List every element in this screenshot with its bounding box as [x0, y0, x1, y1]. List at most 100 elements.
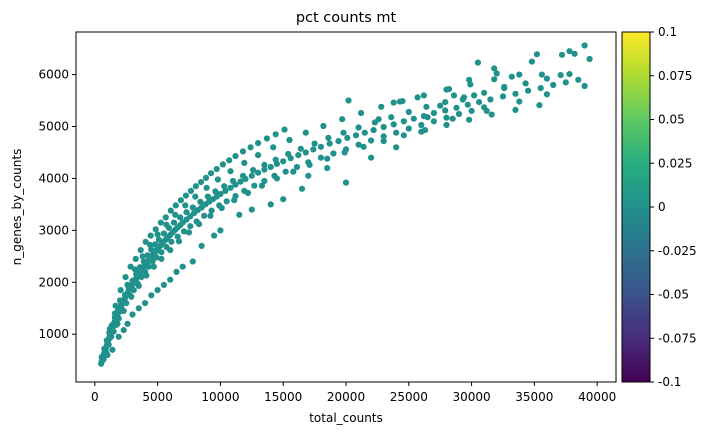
data-point: [197, 179, 205, 186]
data-point: [222, 187, 229, 194]
x-tick-label: 30000: [452, 390, 490, 404]
x-tick-label: 0: [91, 390, 99, 404]
data-point: [145, 263, 152, 270]
data-point: [158, 255, 165, 262]
data-point: [263, 135, 270, 142]
data-point: [163, 221, 170, 228]
data-point: [442, 99, 449, 106]
data-point: [449, 115, 456, 122]
data-point: [175, 238, 183, 245]
data-point: [324, 155, 331, 162]
data-point: [177, 197, 184, 204]
data-point: [445, 86, 453, 93]
data-point: [437, 102, 444, 109]
data-point: [468, 107, 475, 114]
data-point: [335, 138, 342, 145]
data-point: [213, 166, 220, 173]
colorbar-tick-label: 0.075: [658, 69, 692, 83]
data-point: [533, 51, 541, 58]
data-point: [129, 311, 136, 318]
data-point: [241, 159, 248, 166]
data-point: [405, 125, 412, 132]
data-point: [512, 90, 519, 97]
data-point: [255, 140, 262, 147]
data-point: [248, 206, 255, 213]
data-point: [512, 106, 519, 113]
data-point: [174, 233, 181, 240]
data-point: [302, 149, 309, 156]
data-point: [244, 189, 252, 197]
data-point: [103, 337, 110, 344]
data-point: [168, 238, 175, 245]
data-point: [586, 55, 593, 63]
data-point: [148, 292, 155, 299]
data-point: [170, 219, 178, 226]
colorbar-tick-label: -0.05: [658, 288, 689, 302]
data-point: [330, 150, 337, 157]
data-point: [261, 166, 268, 173]
data-point: [250, 167, 257, 174]
data-point: [132, 255, 139, 262]
data-point: [558, 51, 566, 58]
data-point: [390, 121, 397, 128]
y-axis-label: n_genes_by_counts: [10, 149, 24, 266]
data-point: [459, 96, 466, 103]
y-tick-label: 1000: [38, 327, 69, 341]
data-points: [98, 42, 593, 367]
data-point: [562, 79, 569, 86]
data-point: [380, 123, 387, 131]
data-point: [226, 157, 233, 164]
data-point: [543, 75, 551, 82]
data-point: [320, 122, 327, 130]
data-point: [305, 172, 312, 179]
y-tick-label: 4000: [38, 171, 69, 185]
data-point: [537, 85, 544, 92]
data-point: [368, 154, 375, 161]
colorbar-axis: 0.1 0.075 0.05 0.025 0 -0.025 -0.05 -0.075 -0.1: [650, 25, 697, 389]
data-point: [388, 114, 395, 121]
data-point: [290, 168, 297, 175]
data-point: [116, 297, 124, 304]
data-point: [211, 232, 218, 239]
data-point: [128, 293, 135, 300]
data-point: [536, 102, 543, 109]
data-point: [360, 143, 367, 150]
data-point: [361, 129, 368, 136]
data-point: [137, 247, 144, 254]
y-tick-label: 5000: [38, 120, 69, 134]
colorbar-tick-label: 0.1: [658, 25, 677, 39]
data-point: [219, 161, 226, 168]
data-point: [232, 153, 239, 160]
data-point: [109, 346, 116, 353]
data-point: [543, 91, 551, 98]
x-tick-label: 40000: [578, 390, 616, 404]
data-point: [581, 42, 588, 49]
data-point: [152, 241, 159, 248]
data-point: [443, 121, 450, 129]
data-point: [129, 277, 136, 284]
data-point: [345, 97, 352, 104]
data-point: [344, 134, 351, 141]
data-point: [172, 211, 179, 218]
data-point: [538, 71, 546, 78]
data-point: [464, 101, 471, 108]
data-point: [117, 287, 124, 294]
data-point: [410, 115, 417, 122]
x-tick-label: 10000: [201, 390, 239, 404]
data-point: [516, 71, 523, 78]
data-point: [167, 207, 174, 214]
data-point: [127, 263, 134, 270]
x-tick-label: 20000: [327, 390, 365, 404]
data-point: [217, 227, 224, 234]
data-point: [450, 92, 458, 99]
data-point: [378, 103, 385, 110]
data-point: [311, 140, 318, 147]
data-point: [400, 118, 407, 125]
data-point: [140, 258, 147, 265]
data-point: [236, 211, 243, 218]
data-point: [182, 202, 189, 209]
data-point: [248, 172, 255, 179]
data-point: [420, 92, 427, 99]
x-axis-label: total_counts: [309, 411, 383, 425]
